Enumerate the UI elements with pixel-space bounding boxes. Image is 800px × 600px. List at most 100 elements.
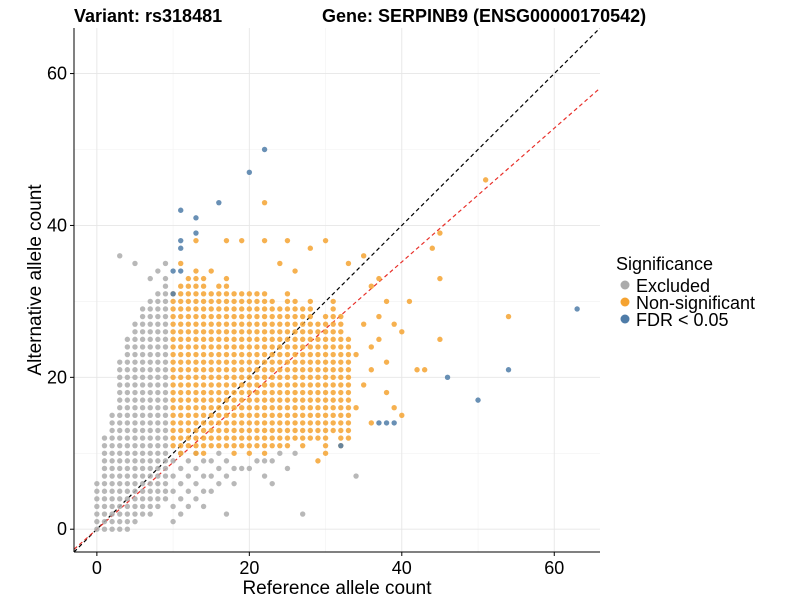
point-non-significant [223, 344, 230, 350]
point-non-significant [216, 420, 222, 426]
point-excluded [254, 458, 260, 464]
point-excluded [94, 503, 100, 510]
point-excluded [139, 336, 146, 343]
point-non-significant [338, 412, 344, 419]
point-non-significant [261, 397, 268, 403]
point-non-significant [185, 374, 192, 381]
point-non-significant [193, 336, 199, 343]
point-excluded [132, 420, 138, 426]
axis-ticks: 0 20 40 60 0 20 40 60 [47, 64, 564, 578]
title-gene: Gene: SERPINB9 (ENSG00000170542) [322, 6, 646, 26]
point-non-significant [292, 313, 298, 320]
point-non-significant [231, 389, 237, 396]
point-excluded [162, 374, 169, 381]
point-non-significant [239, 397, 245, 403]
point-fdr-0-05 [193, 215, 199, 221]
point-excluded [155, 435, 161, 441]
point-non-significant [330, 351, 336, 358]
point-non-significant [208, 344, 214, 350]
legend-label: FDR < 0.05 [636, 310, 729, 330]
point-non-significant [223, 298, 230, 305]
point-excluded [162, 298, 169, 305]
point-non-significant [239, 382, 245, 388]
point-non-significant [391, 321, 397, 327]
point-non-significant [193, 367, 199, 373]
point-non-significant [246, 329, 253, 335]
point-non-significant [330, 367, 336, 373]
point-excluded [101, 442, 108, 449]
point-non-significant [307, 397, 314, 403]
point-non-significant [307, 351, 314, 358]
point-non-significant [239, 306, 245, 312]
point-non-significant [345, 359, 352, 365]
point-excluded [117, 526, 123, 532]
point-non-significant [200, 389, 207, 396]
point-non-significant [239, 237, 245, 244]
point-non-significant [307, 435, 314, 441]
point-non-significant [368, 283, 375, 289]
point-non-significant [277, 306, 283, 312]
point-excluded [147, 321, 153, 327]
point-non-significant [193, 306, 199, 312]
point-non-significant [322, 442, 329, 449]
point-excluded [117, 511, 123, 517]
point-excluded [124, 511, 131, 517]
point-excluded [147, 465, 153, 472]
point-non-significant [261, 412, 268, 419]
point-excluded [185, 473, 192, 479]
point-non-significant [185, 442, 192, 449]
legend-key-1 [620, 297, 630, 307]
point-non-significant [307, 367, 314, 373]
point-non-significant [185, 336, 192, 343]
point-non-significant [193, 321, 199, 327]
point-excluded [124, 458, 131, 464]
point-non-significant [269, 405, 275, 411]
point-excluded [132, 336, 138, 343]
point-non-significant [482, 177, 489, 183]
point-non-significant [269, 336, 275, 343]
point-non-significant [208, 336, 214, 343]
point-excluded [200, 458, 207, 464]
point-non-significant [254, 367, 260, 373]
point-non-significant [284, 420, 291, 426]
point-non-significant [231, 359, 237, 365]
point-non-significant [185, 283, 192, 289]
point-non-significant [200, 313, 207, 320]
point-non-significant [178, 260, 184, 267]
point-non-significant [376, 313, 382, 320]
point-non-significant [193, 374, 199, 381]
point-non-significant [254, 313, 260, 320]
point-non-significant [216, 298, 222, 305]
point-excluded [101, 518, 108, 525]
point-non-significant [216, 283, 222, 289]
point-non-significant [170, 412, 176, 419]
point-non-significant [223, 306, 230, 312]
point-excluded [162, 473, 169, 479]
point-excluded [117, 359, 123, 365]
point-non-significant [277, 412, 283, 419]
point-excluded [162, 291, 169, 297]
point-non-significant [292, 268, 298, 274]
point-excluded [94, 480, 100, 487]
point-non-significant [185, 291, 192, 297]
point-non-significant [322, 450, 329, 456]
point-non-significant [269, 389, 275, 396]
point-non-significant [208, 374, 214, 381]
point-non-significant [231, 344, 237, 350]
point-excluded [132, 435, 138, 441]
legend-label: Non-significant [636, 293, 755, 313]
point-non-significant [216, 306, 222, 312]
point-non-significant [208, 298, 214, 305]
point-non-significant [170, 427, 176, 434]
point-non-significant [170, 389, 176, 396]
point-excluded [101, 503, 108, 510]
point-non-significant [178, 374, 184, 381]
point-non-significant [284, 442, 291, 449]
point-fdr-0-05 [376, 420, 382, 426]
point-excluded [132, 344, 138, 350]
point-excluded [216, 465, 222, 472]
point-non-significant [277, 336, 283, 343]
point-excluded [139, 480, 146, 487]
point-excluded [162, 359, 169, 365]
point-non-significant [299, 359, 306, 365]
